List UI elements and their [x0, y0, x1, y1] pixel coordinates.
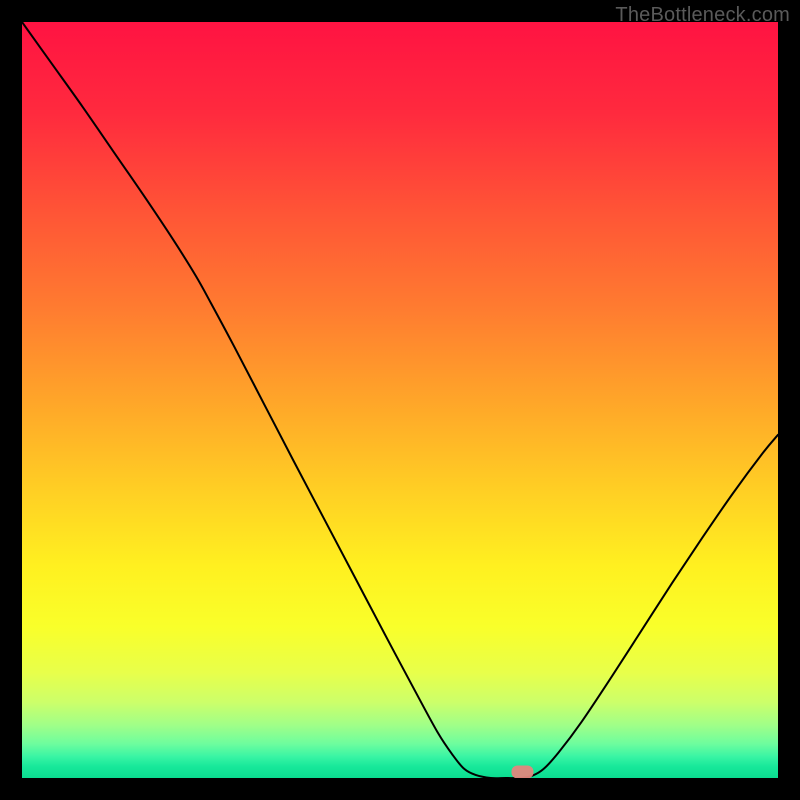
chart-container: TheBottleneck.com: [0, 0, 800, 800]
optimum-marker: [511, 765, 533, 778]
chart-svg: [22, 22, 778, 778]
watermark-text: TheBottleneck.com: [615, 4, 790, 27]
plot-area: [22, 22, 778, 778]
